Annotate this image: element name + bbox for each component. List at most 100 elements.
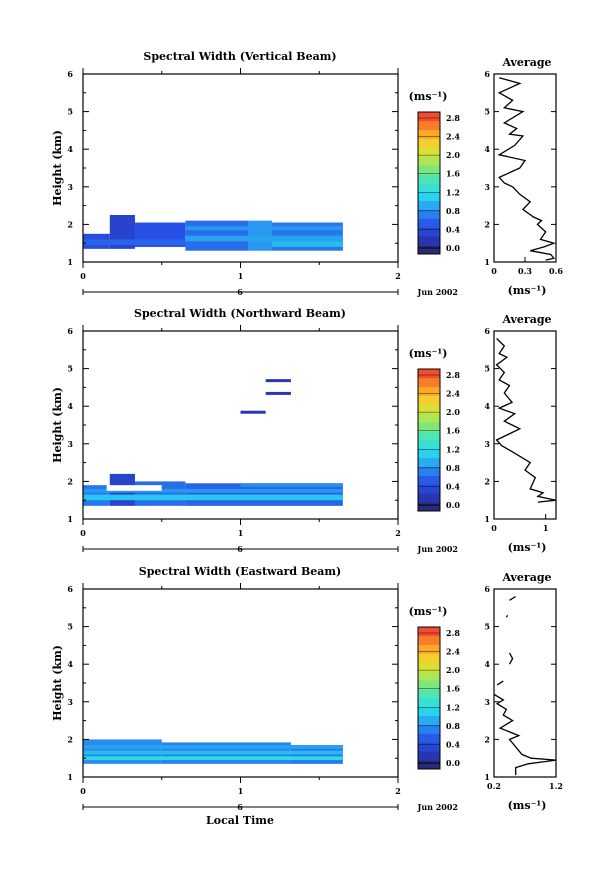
x-tick-label: 1 <box>238 271 244 281</box>
colorbar-segment <box>418 706 440 717</box>
heatmap-cell <box>185 235 343 242</box>
heatmap-cell <box>83 239 186 246</box>
y-axis-label: Height (km) <box>51 645 64 721</box>
colorbar-tick-label: 1.2 <box>446 187 460 197</box>
heatmap-cell <box>83 488 343 493</box>
y-tick-label: 2 <box>67 734 73 744</box>
date-day-label: 6 <box>237 544 243 554</box>
heatmap-cell <box>106 485 162 491</box>
date-day-label: 6 <box>237 802 243 812</box>
colorbar-segment <box>418 475 440 485</box>
colorbar-tick-label: 0.8 <box>446 206 460 216</box>
average-y-tick-label: 6 <box>484 69 490 79</box>
colorbar-segment <box>418 200 440 210</box>
average-y-tick-label: 3 <box>484 439 490 449</box>
chart-title: Spectral Width (Northward Beam) <box>134 307 346 320</box>
x-tick-label: 2 <box>395 786 401 796</box>
colorbar-frame <box>417 111 441 255</box>
colorbar: 0.0 0.4 0.8 1.2 1.6 2.0 2.4 2.8 <box>417 368 460 512</box>
colorbar-tick-label: 0.0 <box>446 500 460 510</box>
heatmap-cell <box>265 379 291 383</box>
average-y-tick-label: 1 <box>484 772 490 782</box>
y-axis-label: Height (km) <box>51 387 64 463</box>
average-x-tick-label: 1 <box>543 523 549 533</box>
y-tick-label: 4 <box>67 144 73 154</box>
average-frame <box>493 73 557 263</box>
heatmap-cells <box>83 739 343 764</box>
colorbar-segment <box>418 395 440 405</box>
heatmap-cell <box>83 494 343 501</box>
colorbar-segment <box>418 662 440 672</box>
colorbar-segment <box>418 377 440 388</box>
colorbar-segment <box>418 493 440 503</box>
colorbar-segment <box>418 448 440 459</box>
average-title: Average <box>501 313 551 326</box>
colorbar-segment <box>418 635 440 646</box>
date-day-label: 6 <box>237 287 243 297</box>
average-profile-line <box>497 77 556 261</box>
colorbar-segment <box>418 431 440 441</box>
colorbar-tick-label: 2.8 <box>446 370 460 380</box>
colorbar-segment <box>418 653 440 663</box>
colorbar-segment <box>418 751 440 761</box>
average-y-tick-label: 5 <box>484 364 490 374</box>
average-x-tick-label: 1.2 <box>549 781 563 791</box>
y-tick-label: 1 <box>67 772 73 782</box>
colorbar-segment <box>418 147 440 157</box>
colorbar-segment <box>418 733 440 743</box>
heatmap-cell <box>240 483 343 488</box>
average-y-tick-label: 3 <box>484 697 490 707</box>
date-label: Jun 2002 <box>417 287 458 297</box>
colorbar-segment <box>418 644 440 654</box>
average-profile-line <box>495 338 557 503</box>
colorbar-frame <box>417 626 441 770</box>
colorbar-segment <box>418 502 440 512</box>
colorbar-unit-label: (ms⁻¹) <box>409 90 448 103</box>
colorbar-unit-label: (ms⁻¹) <box>409 347 448 360</box>
colorbar-segment <box>418 413 440 423</box>
average-y-tick-label: 1 <box>484 514 490 524</box>
colorbar-tick-label: 0.4 <box>446 224 460 234</box>
heatmap-cell <box>272 241 343 247</box>
average-y-tick-label: 6 <box>484 326 490 336</box>
date-label: Jun 2002 <box>417 544 458 554</box>
y-tick-label: 5 <box>67 622 73 632</box>
average-y-tick-label: 4 <box>484 659 490 669</box>
average-x-tick-label: 0 <box>491 523 497 533</box>
average-x-tick-label: 0 <box>491 266 497 276</box>
average-y-tick-label: 2 <box>484 734 490 744</box>
y-tick-label: 1 <box>67 257 73 267</box>
chart-title: Spectral Width (Vertical Beam) <box>143 50 336 63</box>
colorbar-tick-label: 2.8 <box>446 628 460 638</box>
average-x-tick-label: 0.3 <box>518 266 532 276</box>
y-tick-label: 6 <box>67 69 73 79</box>
colorbar-tick-label: 2.4 <box>446 647 460 657</box>
average-x-label: (ms⁻¹) <box>508 284 547 297</box>
y-tick-label: 3 <box>67 439 73 449</box>
average-y-tick-label: 5 <box>484 622 490 632</box>
colorbar-segment <box>418 689 440 699</box>
y-axis-label: Height (km) <box>51 130 64 206</box>
colorbar-segment <box>418 760 440 770</box>
average-y-tick-label: 4 <box>484 144 490 154</box>
heatmap-cell <box>83 756 343 761</box>
colorbar-segment <box>418 680 440 690</box>
colorbar-segment <box>418 422 440 432</box>
colorbar-segment <box>418 466 440 476</box>
colorbar-tick-label: 0.8 <box>446 721 460 731</box>
colorbar-segment <box>418 369 440 379</box>
colorbar-segment <box>418 484 440 494</box>
colorbar-segment <box>418 129 440 139</box>
colorbar-tick-label: 0.4 <box>446 481 460 491</box>
colorbar-segment <box>418 671 440 681</box>
x-tick-label: 2 <box>395 271 401 281</box>
average-y-tick-label: 2 <box>484 219 490 229</box>
y-tick-label: 4 <box>67 401 73 411</box>
colorbar-tick-label: 1.6 <box>446 169 460 179</box>
colorbar-segment <box>418 698 440 708</box>
average-title: Average <box>501 56 551 69</box>
average-y-tick-label: 5 <box>484 107 490 117</box>
